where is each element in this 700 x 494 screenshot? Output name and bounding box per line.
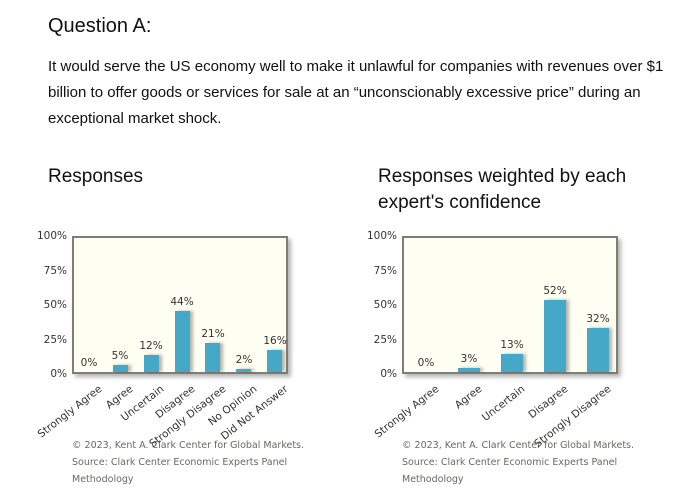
responses-section: Responses 0% 25% 50% 75% 100% 0% 5% 12% 44% 21% 2… [36,164,340,488]
bar [458,368,480,372]
bar-value-label: 0% [80,357,98,369]
bar [175,311,190,372]
bar-value-label: 52% [543,285,567,297]
x-axis-labels: Strongly Agree Agree Uncertain Disagree Stro… [36,376,291,450]
chart-footer: © 2023, Kent A. Clark Center for Global … [378,437,680,488]
y-tick-label: 100% [36,230,67,242]
y-tick-label: 75% [43,264,67,277]
bar [144,355,159,372]
bar [113,365,128,372]
responses-bar-chart: 0% 25% 50% 75% 100% 0% 5% 12% 44% 21% 2% 16% Stron… [36,230,340,450]
y-tick-label: 50% [373,299,397,311]
bar [236,369,251,372]
y-tick-label: 0% [380,368,397,380]
source-text: Source: Clark Center Economic Experts Pa… [72,457,288,468]
weighted-responses-heading: Responses weighted by each expert's conf… [378,166,627,213]
plot-wrap: 0% 3% 13% 52% 32% Strongly Agree Agree Uncerta… [373,236,618,450]
bar-value-label: 5% [111,350,129,362]
bar-value-label: 16% [263,335,287,347]
bar-value-label: 12% [139,340,163,352]
source-text: Source: Clark Center Economic Experts Pa… [402,457,618,468]
y-tick-label: 50% [43,299,67,311]
plot-wrap: 0% 5% 12% 44% 21% 2% 16% Strongly Agree Agree Un… [36,236,291,450]
bar [544,300,566,372]
methodology-link[interactable]: Methodology [72,474,134,485]
question-text: It would serve the US economy well to ma… [48,58,664,127]
weighted-responses-section: Responses weighted by each expert's conf… [367,164,680,488]
x-axis-labels: Strongly Agree Agree Uncertain Disagree Stro… [373,376,618,450]
bar-value-label: 21% [201,328,225,340]
methodology-link[interactable]: Methodology [402,474,464,485]
bar-value-label: 44% [170,296,194,308]
copyright-text: © 2023, Kent A. Clark Center for Global … [72,440,305,451]
question-title: Question A: [48,15,152,37]
plot-area: 0% 3% 13% 52% 32% [402,236,618,374]
chart-footer: © 2023, Kent A. Clark Center for Global … [48,437,340,488]
responses-heading: Responses [48,166,144,187]
bar [267,350,282,372]
plot-area: 0% 5% 12% 44% 21% 2% 16% [72,236,288,374]
y-axis: 0% 25% 50% 75% 100% [37,230,72,380]
copyright-text: © 2023, Kent A. Clark Center for Global … [402,440,635,451]
y-axis: 0% 25% 50% 75% 100% [367,230,402,380]
weighted-responses-bar-chart: 0% 25% 50% 75% 100% 0% 3% 13% 52% 32% Strongly A… [367,230,680,450]
y-tick-label: 0% [50,368,67,380]
bar-value-label: 13% [500,339,524,351]
bar-value-label: 2% [235,354,253,366]
bar-value-label: 0% [417,357,435,369]
y-tick-label: 100% [366,230,397,242]
y-tick-label: 75% [373,264,397,277]
y-tick-label: 25% [373,333,397,346]
bar [205,343,220,372]
bar [501,354,523,372]
bar-value-label: 3% [460,353,478,365]
bar-value-label: 32% [586,313,610,325]
bar [587,328,609,372]
y-tick-label: 25% [43,333,67,346]
charts-row: Responses 0% 25% 50% 75% 100% 0% 5% 12% 44% 21% 2… [36,164,680,488]
